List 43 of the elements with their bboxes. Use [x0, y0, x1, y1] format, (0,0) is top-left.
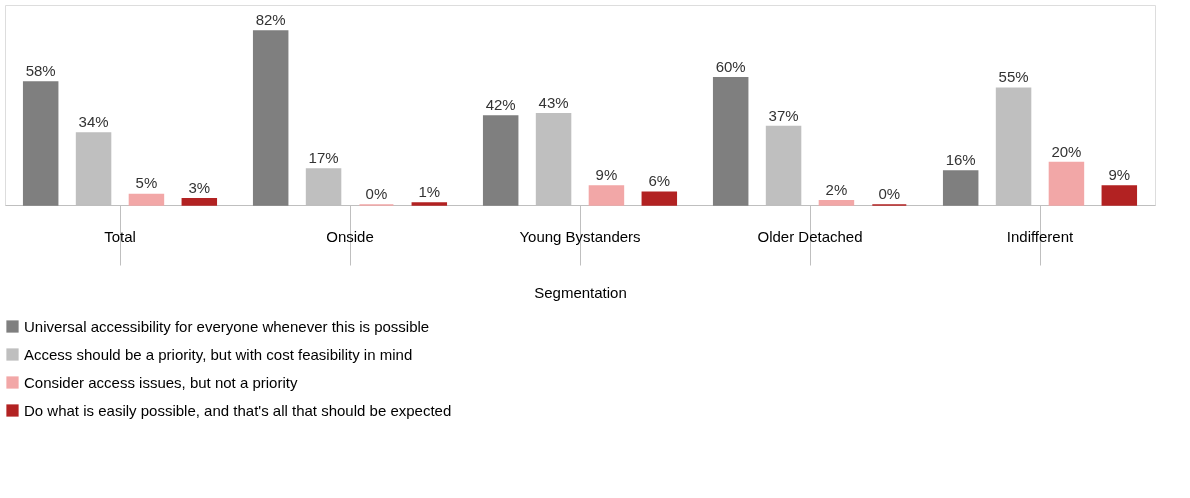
bar	[1101, 185, 1138, 206]
data-label: 58%	[25, 61, 56, 79]
data-label: 9%	[1108, 165, 1131, 183]
data-label: 9%	[595, 165, 618, 183]
data-label: 55%	[998, 68, 1029, 86]
data-label: 37%	[768, 106, 799, 124]
bar	[252, 30, 289, 206]
data-label: 17%	[308, 148, 339, 166]
data-label: 16%	[945, 151, 976, 169]
x-tick-label: Onside	[326, 227, 374, 245]
data-label: 2%	[825, 180, 848, 198]
x-tick-label: Indifferent	[1006, 227, 1075, 245]
bar	[588, 185, 625, 206]
bar	[181, 197, 218, 206]
legend-label: Access should be a priority, but with cost feasibility in mind	[24, 345, 413, 363]
bar	[942, 170, 979, 206]
data-label: 34%	[78, 112, 109, 130]
x-tick-label: Young Bystanders	[519, 227, 641, 245]
legend-label: Universal accessibility for everyone whenever this is possible	[24, 317, 430, 335]
data-label: 3%	[188, 178, 211, 196]
bar	[641, 191, 678, 206]
data-label: 20%	[1051, 142, 1082, 160]
bar	[712, 77, 749, 206]
x-axis-title: Segmentation	[534, 284, 627, 301]
data-label: 60%	[715, 57, 746, 75]
data-label: 82%	[255, 11, 286, 29]
bar	[128, 193, 165, 206]
bar	[1048, 161, 1085, 206]
bar	[482, 115, 519, 206]
data-label: 0%	[878, 185, 901, 202]
bar	[818, 200, 855, 206]
data-label: 42%	[485, 95, 516, 113]
data-label: 1%	[418, 182, 441, 200]
x-tick-label: Older Detached	[757, 227, 863, 245]
data-label: 0%	[365, 185, 388, 202]
x-tick-label: Total	[104, 227, 136, 245]
legend-label: Consider access issues, but not a priority	[24, 373, 298, 391]
bar	[411, 202, 448, 206]
bar	[22, 81, 59, 206]
legend-label: Do what is easily possible, and that's all that should be expected	[24, 401, 452, 419]
data-label: 43%	[538, 93, 569, 111]
data-label: 5%	[135, 174, 158, 192]
data-label: 6%	[648, 172, 671, 190]
